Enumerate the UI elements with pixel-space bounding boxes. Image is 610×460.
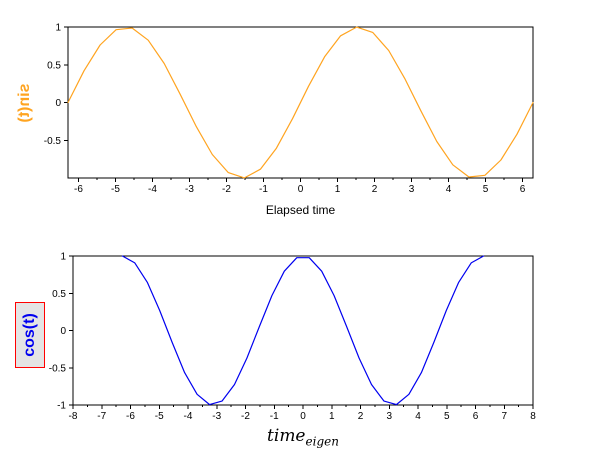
x-tick-label: -6 <box>74 184 83 195</box>
x-tick-label: -1 <box>270 411 279 422</box>
y-tick-label: -0.5 <box>49 363 67 374</box>
y-tick-label: 1 <box>60 252 66 263</box>
x-tick-label: -3 <box>185 184 194 195</box>
x-tick-label: 8 <box>530 411 536 422</box>
x-tick-label: 4 <box>415 411 421 422</box>
x-tick-label: 2 <box>372 184 378 195</box>
sin-xlabel: Elapsed time <box>265 203 336 217</box>
x-tick-label: 3 <box>386 411 392 422</box>
x-tick-label: -8 <box>69 411 78 422</box>
cos-curve <box>121 255 485 406</box>
cos-ylabel-box: cos(t) <box>15 302 45 368</box>
x-tick-label: 1 <box>335 184 341 195</box>
axes-frame <box>64 26 534 182</box>
x-tick-label: 6 <box>520 184 526 195</box>
y-tick-label: -1 <box>57 401 66 412</box>
cos-xlabel: timeeigen <box>73 426 533 448</box>
y-tick-label: -0.5 <box>44 136 62 147</box>
x-tick-label: 2 <box>358 411 364 422</box>
x-tick-label: -5 <box>155 411 164 422</box>
sin-curve <box>67 26 534 179</box>
x-tick-label: -4 <box>184 411 193 422</box>
x-tick-label: -4 <box>148 184 157 195</box>
cos-xlabel-base: time <box>267 426 306 446</box>
x-tick-label: -1 <box>259 184 268 195</box>
x-tick-label: -6 <box>126 411 135 422</box>
cos-plot-axes: -8 -7 -6 -5 -4 -3 -2 -1 0 1 2 3 4 5 6 7 8 1 0.5 0 -0.5 -1 <box>49 252 536 423</box>
axes-frame <box>69 255 534 409</box>
x-tick-label: 7 <box>501 411 507 422</box>
y-tick-label: 0.5 <box>47 60 61 71</box>
x-tick-label: 5 <box>483 184 489 195</box>
x-tick-label: 0 <box>300 411 306 422</box>
x-tick-label: 5 <box>444 411 450 422</box>
x-tick-label: -2 <box>241 411 250 422</box>
x-tick-label: 0 <box>298 184 304 195</box>
sin-ylabel: sin(t) <box>16 83 33 123</box>
x-tick-label: -3 <box>212 411 221 422</box>
x-tick-label: -5 <box>111 184 120 195</box>
x-tick-label: 6 <box>473 411 479 422</box>
x-tick-label: -7 <box>97 411 106 422</box>
x-tick-label: 4 <box>446 184 452 195</box>
y-tick-label: 1 <box>55 23 61 34</box>
x-tick-label: -2 <box>222 184 231 195</box>
x-tick-label: 3 <box>409 184 415 195</box>
x-tick-label: 1 <box>329 411 335 422</box>
sin-plot-axes: -6 -5 -4 -3 -2 -1 0 1 2 3 4 5 6 1 0.5 0 -0.5 <box>44 23 534 195</box>
y-tick-label: 0 <box>55 98 61 109</box>
cos-ylabel: cos(t) <box>21 313 38 357</box>
cos-xlabel-subscript: eigen <box>305 434 339 449</box>
y-tick-label: 0.5 <box>52 289 66 300</box>
y-tick-label: 0 <box>60 326 66 337</box>
